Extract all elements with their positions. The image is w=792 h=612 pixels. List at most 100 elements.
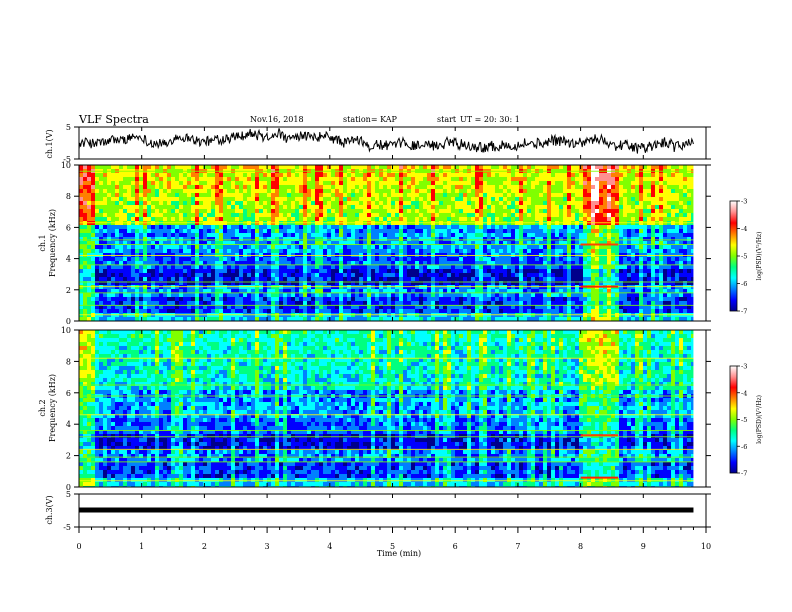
spectrogram-cell [323, 273, 327, 277]
spectrogram-cell [431, 289, 435, 293]
spectrogram-cell [159, 305, 163, 309]
spectrogram-cell [167, 273, 171, 277]
spectrogram-cell [503, 317, 507, 321]
spectrogram-cell [351, 293, 355, 297]
spectrogram-cell [415, 197, 419, 201]
spectrogram-cell [275, 305, 279, 309]
spectrogram-cell [423, 233, 427, 237]
spectrogram-cell [395, 185, 399, 189]
spectrogram-cell [443, 249, 447, 253]
spectrogram-cell [251, 261, 255, 265]
spectrogram-cell [475, 265, 479, 269]
spectrogram-cell [323, 249, 327, 253]
spectrogram-cell [367, 301, 371, 305]
spectrogram-cell [411, 265, 415, 269]
spectrogram-cell [279, 293, 283, 297]
spectrogram-cell [499, 217, 503, 221]
spectrogram-cell [351, 289, 355, 293]
spectrogram-cell [343, 209, 347, 213]
spectrogram-cell [475, 165, 479, 169]
spectrogram-cell [515, 261, 519, 265]
spectrogram-cell [371, 225, 375, 229]
spectrogram-cell [475, 257, 479, 261]
spectrogram-cell [439, 201, 443, 205]
spectrogram-cell [83, 241, 87, 245]
spectrogram-cell [355, 165, 359, 169]
spectrogram-cell [567, 237, 571, 241]
spectrogram-cell [291, 229, 295, 233]
spectrogram-cell [127, 301, 131, 305]
spectrogram-cell [427, 229, 431, 233]
spectrogram-cell [331, 297, 335, 301]
spectrogram-cell [523, 257, 527, 261]
spectrogram-cell [399, 265, 403, 269]
spectrogram-cell [307, 201, 311, 205]
spectrogram-cell [183, 185, 187, 189]
spectrogram-cell [355, 261, 359, 265]
spectrogram-cell [399, 193, 403, 197]
spectrogram-column [167, 165, 171, 321]
spectrogram-cell [171, 277, 175, 281]
spectrogram-column [523, 165, 527, 321]
spectrogram-cell [411, 217, 415, 221]
spectrogram-cell [391, 233, 395, 237]
spectrogram-cell [451, 213, 455, 217]
spectrogram-cell [99, 309, 103, 313]
spectrogram-cell [471, 309, 475, 313]
spectrogram-cell [147, 213, 151, 217]
spectrogram-cell [127, 185, 131, 189]
spectrogram-cell [459, 237, 463, 241]
spectrogram-cell [147, 181, 151, 185]
spectrogram-cell [135, 265, 139, 269]
spectrogram-cell [227, 197, 231, 201]
spectrogram-cell [307, 293, 311, 297]
spectrogram-cell [379, 273, 383, 277]
spectrogram-cell [355, 241, 359, 245]
spectrogram-cell [379, 241, 383, 245]
spectrogram-cell [395, 173, 399, 177]
spectrogram-column [347, 165, 351, 321]
spectrogram-cell [511, 277, 515, 281]
spectrogram-cell [107, 257, 111, 261]
spectrogram-cell [387, 237, 391, 241]
spectrogram-cell [215, 293, 219, 297]
spectrogram-cell [523, 185, 527, 189]
spectrogram-cell [323, 213, 327, 217]
spectrogram-cell [179, 205, 183, 209]
spectrogram-cell [511, 301, 515, 305]
spectrogram-column [547, 165, 551, 321]
spectrogram-cell [195, 301, 199, 305]
spectrogram-cell [471, 209, 475, 213]
spectrogram-cell [531, 297, 535, 301]
spectrogram-cell [139, 273, 143, 277]
spectrogram-cell [223, 185, 227, 189]
spectrogram-cell [259, 301, 263, 305]
spectrogram-cell [543, 165, 547, 169]
spectrogram-cell [331, 185, 335, 189]
spectrogram-cell [351, 305, 355, 309]
spectrogram-cell [459, 201, 463, 205]
spectrogram-cell [447, 281, 451, 285]
spectrogram-cell [211, 209, 215, 213]
spectrogram-cell [315, 305, 319, 309]
spectrogram-cell [403, 229, 407, 233]
spectrogram-cell [175, 209, 179, 213]
spectrogram-cell [407, 257, 411, 261]
spectrogram-cell [371, 305, 375, 309]
spectrogram-cell [455, 201, 459, 205]
spectrogram-cell [399, 305, 403, 309]
spectrogram-cell [327, 273, 331, 277]
spectrogram-cell [487, 281, 491, 285]
spectrogram-cell [219, 301, 223, 305]
spectrogram-cell [191, 305, 195, 309]
spectrogram-cell [455, 165, 459, 169]
spectrogram-cell [495, 193, 499, 197]
spectrogram-cell [371, 197, 375, 201]
spectrogram-cell [263, 185, 267, 189]
spectrogram-cell [407, 237, 411, 241]
spectrogram-cell [131, 205, 135, 209]
spectrogram-column [83, 165, 87, 321]
spectrogram-cell [543, 225, 547, 229]
spectrogram-cell [99, 289, 103, 293]
spectrogram-cell [427, 297, 431, 301]
